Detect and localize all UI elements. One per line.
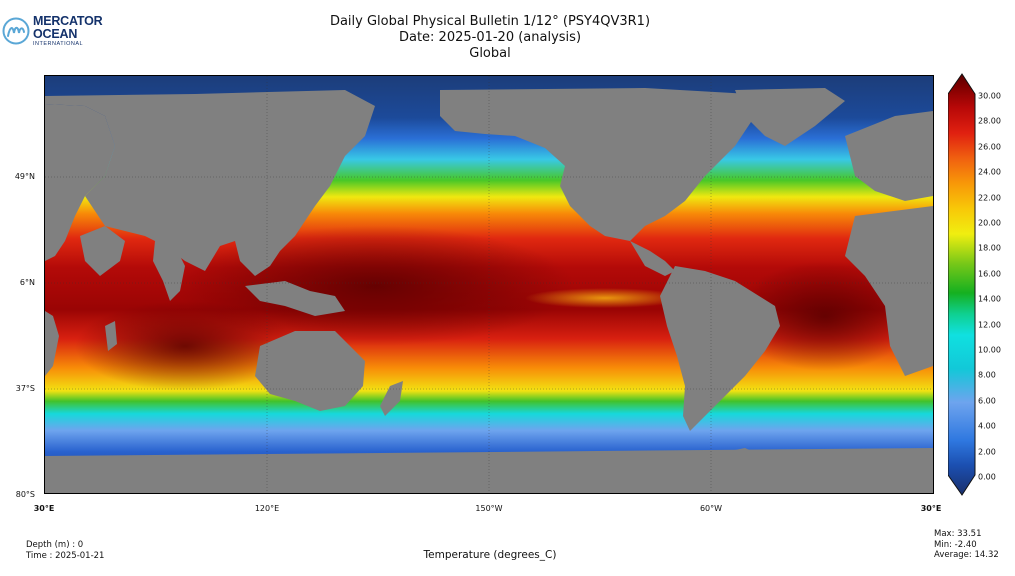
lon-label-60w: 60°W [699, 504, 723, 513]
title-line2: Date: 2025-01-20 (analysis) [398, 30, 582, 45]
lat-label-37s: 37°S [15, 384, 35, 393]
colorbar-tick-label: 0.00 [978, 472, 996, 482]
title-line1: Daily Global Physical Bulletin 1/12° (PS… [329, 14, 651, 29]
lat-label-49n: 49°N [14, 172, 35, 181]
colorbar-tick-label: 16.00 [978, 269, 1001, 279]
lon-label-150w: 150°W [475, 504, 503, 513]
map-svg [45, 76, 933, 493]
land [45, 88, 933, 493]
colorbar [947, 72, 976, 497]
colorbar-body [947, 73, 976, 496]
lon-label-30e-right: 30°E [920, 504, 942, 513]
colorbar-tick-label: 2.00 [978, 447, 996, 457]
mercator-ocean-logo: MERCATOR OCEAN INTERNATIONAL [2, 14, 112, 50]
logo-line2: OCEAN [33, 26, 78, 41]
graticule [45, 76, 933, 493]
variable-label: Temperature (degrees_C) [423, 549, 557, 561]
lat-label-6n: 6°N [19, 278, 35, 287]
time-text: Time : 2025-01-21 [26, 551, 105, 561]
atlantic-warm-pool [735, 261, 915, 371]
colorbar-tick-label: 30.00 [978, 91, 1001, 101]
colorbar-tick-label: 4.00 [978, 421, 996, 431]
title-line3: Global [469, 46, 511, 61]
colorbar-tick-label: 28.00 [978, 116, 1001, 126]
colorbar-tick-label: 6.00 [978, 396, 996, 406]
average-text: Average: 14.32 [934, 550, 999, 560]
temperature-map [44, 75, 934, 494]
lon-label-120e: 120°E [254, 504, 280, 513]
min-text: Min: -2.40 [934, 539, 977, 550]
stats: Max: 33.51 Min: -2.40 Average: 14.32 [934, 529, 999, 561]
colorbar-tick-label: 12.00 [978, 320, 1001, 330]
lat-label-80s: 80°S [15, 490, 35, 499]
colorbar-tick-label: 26.00 [978, 142, 1001, 152]
colorbar-tick-label: 10.00 [978, 345, 1001, 355]
colorbar-tick-label: 24.00 [978, 167, 1001, 177]
logo-line1: MERCATOR [33, 14, 103, 28]
colorbar-tick-label: 14.00 [978, 294, 1001, 304]
logo-wave-icon [2, 17, 30, 45]
indian-warm-pool [75, 301, 295, 391]
depth-text: Depth (m) : 0 [26, 540, 84, 550]
colorbar-tick-label: 18.00 [978, 243, 1001, 253]
logo-line3: INTERNATIONAL [33, 41, 84, 47]
lon-label-30e-left: 30°E [33, 504, 55, 513]
colorbar-tick-label: 22.00 [978, 193, 1001, 203]
cold-tongue [525, 288, 685, 308]
max-text: Max: 33.51 [934, 529, 982, 539]
colorbar-tick-label: 20.00 [978, 218, 1001, 228]
figure-title: Daily Global Physical Bulletin 1/12° (PS… [290, 14, 690, 62]
logo-wordmark: MERCATOR OCEAN INTERNATIONAL [33, 14, 103, 48]
footer-info: Depth (m) : 0 Time : 2025-01-21 [26, 540, 104, 562]
colorbar-tick-label: 8.00 [978, 370, 996, 380]
colorbar-svg [947, 73, 976, 496]
